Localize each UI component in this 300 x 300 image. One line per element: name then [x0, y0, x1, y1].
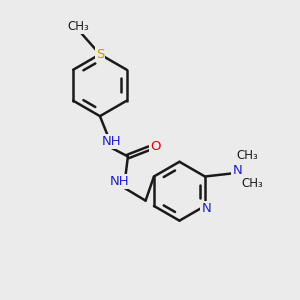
Text: N: N: [202, 202, 211, 215]
Text: CH₃: CH₃: [68, 20, 90, 33]
Text: O: O: [150, 140, 161, 153]
Text: N: N: [232, 164, 242, 176]
Text: CH₃: CH₃: [241, 177, 263, 190]
Text: NH: NH: [101, 135, 121, 148]
Text: NH: NH: [110, 175, 130, 188]
Text: CH₃: CH₃: [236, 149, 258, 162]
Text: S: S: [96, 48, 104, 61]
